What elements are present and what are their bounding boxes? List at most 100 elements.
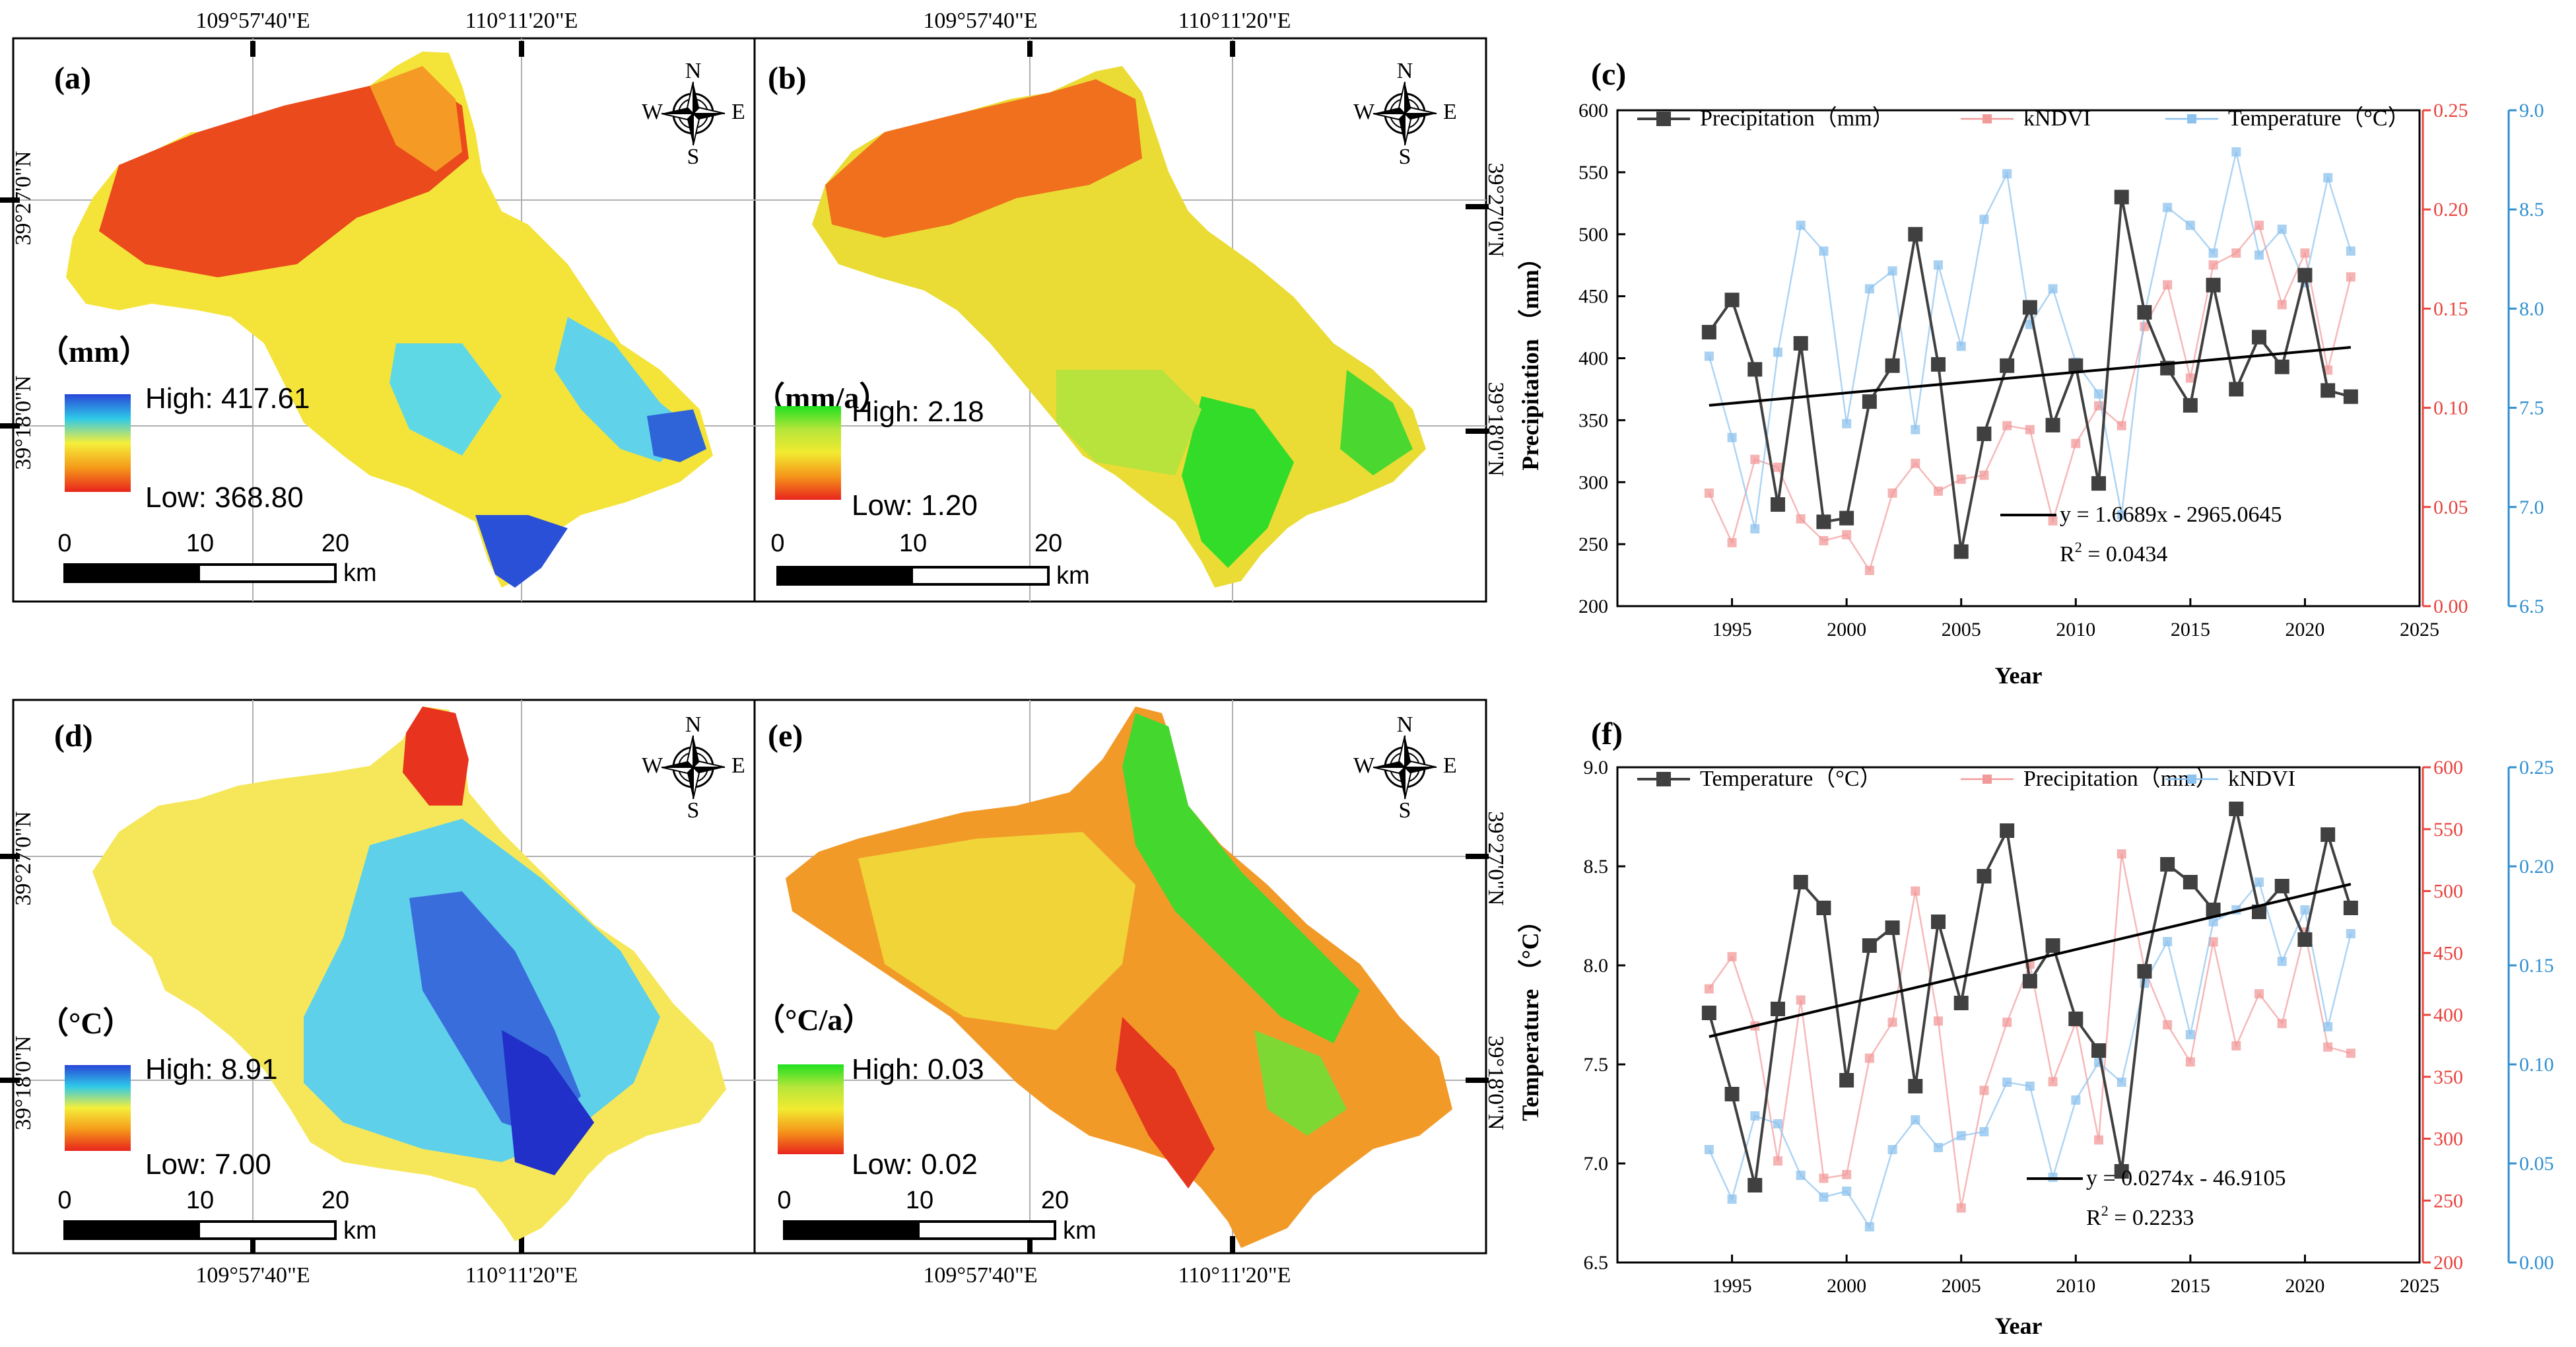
y-right2-tick-label: 0.25: [2519, 757, 2554, 778]
chart-f: (f) 1995 2000 2005 2010 2015 2020 2025 Year 6.5 7.…: [1517, 716, 2554, 1339]
data-point-blue: [1934, 1143, 1943, 1152]
legend-low-a: Low: 368.80: [145, 481, 304, 514]
x-tick-label: 2015: [2171, 1275, 2210, 1297]
y-left-tick-label: 7.0: [1584, 1153, 1609, 1175]
scale-d-0: 0: [57, 1187, 71, 1214]
data-point-pink: [2185, 1057, 2195, 1067]
y-right1-tick-label: 0.10: [2433, 397, 2468, 419]
data-point-pink: [2048, 1077, 2058, 1087]
compass-d-s: S: [687, 798, 700, 823]
x-tick-label: 2010: [2056, 619, 2095, 640]
y-left-tick-label: 500: [1578, 224, 1608, 246]
y-right2-tick-label: 8.0: [2519, 298, 2544, 320]
data-point-pink: [1796, 995, 1806, 1005]
data-point-pink: [2048, 516, 2058, 526]
data-point-primary: [2091, 476, 2106, 491]
data-point-primary: [1908, 1079, 1923, 1093]
x-tick-label: 2005: [1942, 619, 1981, 640]
y-right2-tick-label: 7.0: [2519, 497, 2544, 518]
data-point-blue: [1796, 1171, 1806, 1180]
data-point-pink: [1750, 454, 1760, 464]
plot-frame: [1616, 109, 2421, 607]
x-tick-label: 2020: [2285, 1275, 2324, 1297]
x-axis-title: Year: [1995, 1313, 2043, 1339]
data-point-blue: [2277, 957, 2287, 966]
data-point-pink: [2346, 1049, 2356, 1058]
map-d-zone-red: [403, 707, 469, 806]
r2-text: R2 = 0.0434: [2060, 539, 2167, 567]
y-left-tick-label: 8.0: [1584, 955, 1609, 977]
y-right1-tick-label: 0.20: [2433, 199, 2468, 221]
legend-label: kNDVI: [2023, 106, 2091, 131]
lat-label-d-2: 39°18'0"N: [11, 1035, 36, 1130]
data-point-blue: [2300, 905, 2310, 915]
legend-low-b: Low: 1.20: [852, 489, 978, 522]
data-point-primary: [1862, 394, 1877, 409]
unit-label-a: （mm）: [38, 335, 150, 368]
data-point-primary: [2137, 305, 2152, 320]
color-ramp-b: [775, 406, 841, 500]
data-point-pink: [2163, 1020, 2173, 1029]
y-left-tick-label: 550: [1578, 162, 1608, 184]
color-ramp-e: [778, 1064, 844, 1154]
x-tick-label: 2020: [2285, 619, 2324, 640]
y-right1-tick-label: 300: [2433, 1128, 2463, 1150]
map-e: [786, 707, 1452, 1248]
data-point-primary: [1977, 869, 1992, 883]
y-right1-tick-label: 250: [2433, 1190, 2463, 1212]
data-point-blue: [1773, 1119, 1782, 1128]
y-right1-tick-label: 500: [2433, 881, 2463, 903]
data-point-primary: [1701, 1006, 1716, 1020]
scale-bar-d: 0 10 20 km: [57, 1187, 376, 1245]
data-point-blue: [2185, 221, 2195, 230]
legend-marker-blue: [2187, 114, 2196, 123]
map-d-zone-darkblue: [502, 1030, 594, 1175]
y-left-tick-label: 200: [1578, 596, 1608, 617]
legend-label: Temperature（°C）: [2228, 106, 2410, 131]
scale-a-10: 10: [186, 530, 214, 557]
data-point-primary: [2068, 1012, 2084, 1026]
data-point-pink: [1956, 1203, 1966, 1213]
data-point-pink: [2002, 1018, 2012, 1027]
data-point-pink: [1864, 565, 1874, 575]
data-point-primary: [1839, 510, 1854, 526]
compass-d-n: N: [685, 712, 702, 737]
map-a-zone-red: [99, 79, 469, 277]
legend-label: Temperature（°C）: [1700, 766, 1882, 791]
data-point-primary: [2045, 417, 2060, 432]
compass-a-n: N: [685, 59, 702, 83]
map-a-zone-cyan: [390, 343, 502, 456]
scale-bar-a: 0 10 20 km: [57, 530, 376, 587]
data-point-primary: [2022, 300, 2037, 315]
y-axis-title: Precipitation （mm）: [1517, 246, 1543, 470]
equation-text: y = 1.6689x - 2965.0645: [2060, 502, 2282, 527]
lat-label-a-2: 39°18'0"N: [11, 375, 36, 469]
data-point-pink: [2025, 425, 2035, 434]
data-point-primary: [1771, 1002, 1785, 1016]
y-right1-tick-label: 400: [2433, 1004, 2463, 1026]
data-point-primary: [2091, 1043, 2106, 1058]
data-point-pink: [1773, 462, 1782, 472]
y-right2-tick-label: 0.00: [2519, 1252, 2554, 1274]
compass-b-n: N: [1397, 59, 1413, 83]
map-b-zone-green-2: [1340, 370, 1413, 475]
x-tick-label: 1995: [1712, 619, 1752, 640]
data-point-primary: [2000, 823, 2015, 838]
data-point-blue: [2231, 147, 2241, 157]
map-a-zone-blue: [475, 515, 568, 588]
legend-marker-primary: [1656, 772, 1671, 786]
data-point-primary: [1816, 901, 1831, 915]
data-point-blue: [1979, 1127, 1989, 1136]
data-point-pink: [1704, 984, 1714, 994]
y-left-tick-label: 7.5: [1584, 1054, 1609, 1076]
data-point-blue: [1727, 1194, 1737, 1204]
y-left-tick-label: 300: [1578, 471, 1608, 493]
compass-e-e: E: [1443, 753, 1457, 778]
data-point-pink: [1864, 1053, 1874, 1063]
unit-label-d: （°C）: [38, 1006, 133, 1040]
compass-a-e: E: [731, 100, 745, 124]
data-point-blue: [1842, 1187, 1852, 1196]
data-point-blue: [2346, 929, 2356, 938]
lat-label-b-2: 39°18'0"N: [1483, 382, 1508, 476]
data-point-blue: [2254, 878, 2264, 887]
